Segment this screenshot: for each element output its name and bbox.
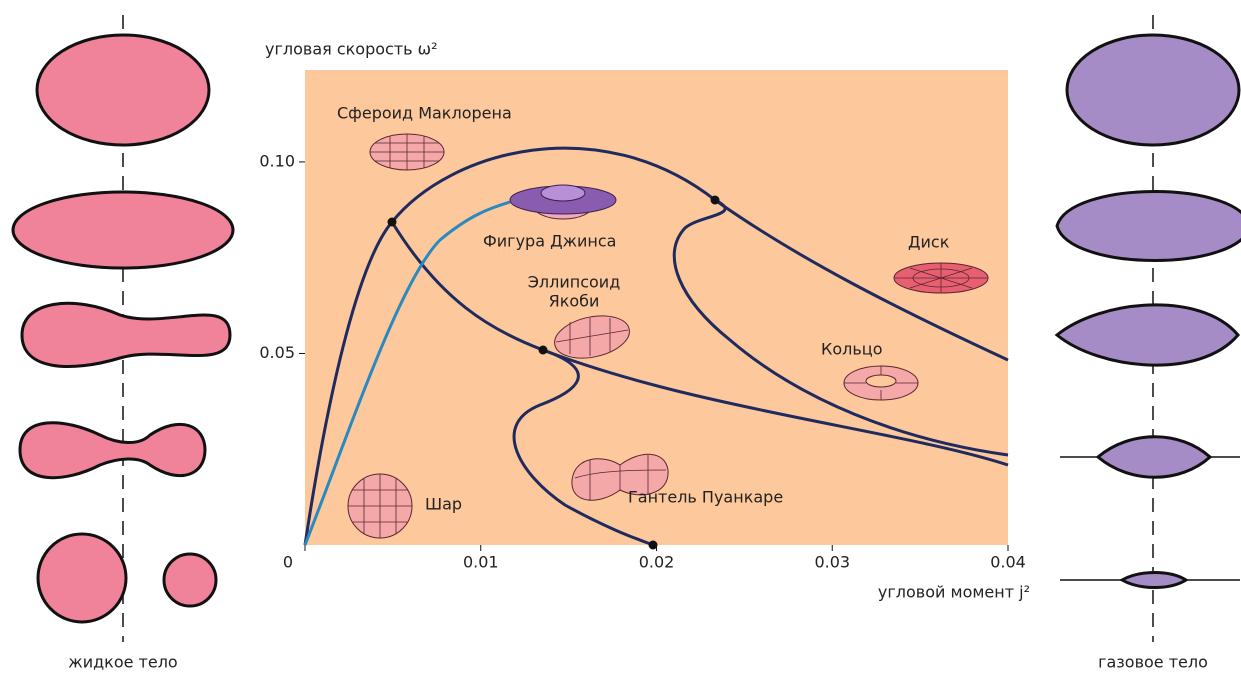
disk-label: Диск <box>908 233 950 252</box>
jeans-label: Фигура Джинса <box>483 232 616 251</box>
jacobi-label: Эллипсоид <box>528 273 621 292</box>
disk-figure <box>893 262 989 294</box>
jacobi-label: Якоби <box>549 292 600 311</box>
ring-figure <box>843 365 919 401</box>
gas-shape <box>1054 303 1240 367</box>
poincare-figure <box>571 453 669 501</box>
sphere-label: Шар <box>425 495 462 514</box>
maclaurin-figure <box>369 133 445 171</box>
y-tick-label: 0.05 <box>259 343 295 362</box>
jeans-figure <box>509 184 617 220</box>
gas-shape <box>1065 33 1241 147</box>
gas-shape <box>1118 571 1189 589</box>
fluid-shape <box>18 421 207 480</box>
left-caption: жидкое тело <box>68 653 177 672</box>
y-axis-label: угловая скорость ω² <box>265 40 437 59</box>
fluid-shape <box>35 33 211 147</box>
gas-shape <box>1055 190 1241 262</box>
fluid-shape <box>11 190 235 270</box>
x-tick-label: 0 <box>283 553 293 572</box>
gas-shape <box>1095 435 1213 479</box>
maclaurin-label: Сфероид Маклорена <box>337 104 512 123</box>
jeans-curve <box>303 200 511 546</box>
fluid-shape <box>20 301 232 368</box>
x-tick-label: 0.04 <box>990 553 1026 572</box>
right-caption: газовое тело <box>1098 653 1208 672</box>
branch-curve <box>672 198 1009 457</box>
fluid-shape <box>36 532 128 624</box>
x-axis-label: угловой момент j² <box>878 583 1030 602</box>
x-tick-label: 0.03 <box>814 553 850 572</box>
jacobi-figure <box>554 315 630 359</box>
poincare-label: Гантель Пуанкаре <box>628 488 783 507</box>
maclaurin-curve <box>303 146 1009 546</box>
ring-label: Кольцо <box>821 340 882 359</box>
jacobi-curve <box>390 221 1009 467</box>
poincare-curve <box>512 348 654 547</box>
bifurcation-points <box>387 195 720 550</box>
sphere-figure <box>347 473 413 539</box>
fluid-shape <box>162 552 218 608</box>
x-tick-label: 0.01 <box>463 553 499 572</box>
x-tick-label: 0.02 <box>639 553 675 572</box>
y-tick-label: 0.10 <box>259 151 295 170</box>
